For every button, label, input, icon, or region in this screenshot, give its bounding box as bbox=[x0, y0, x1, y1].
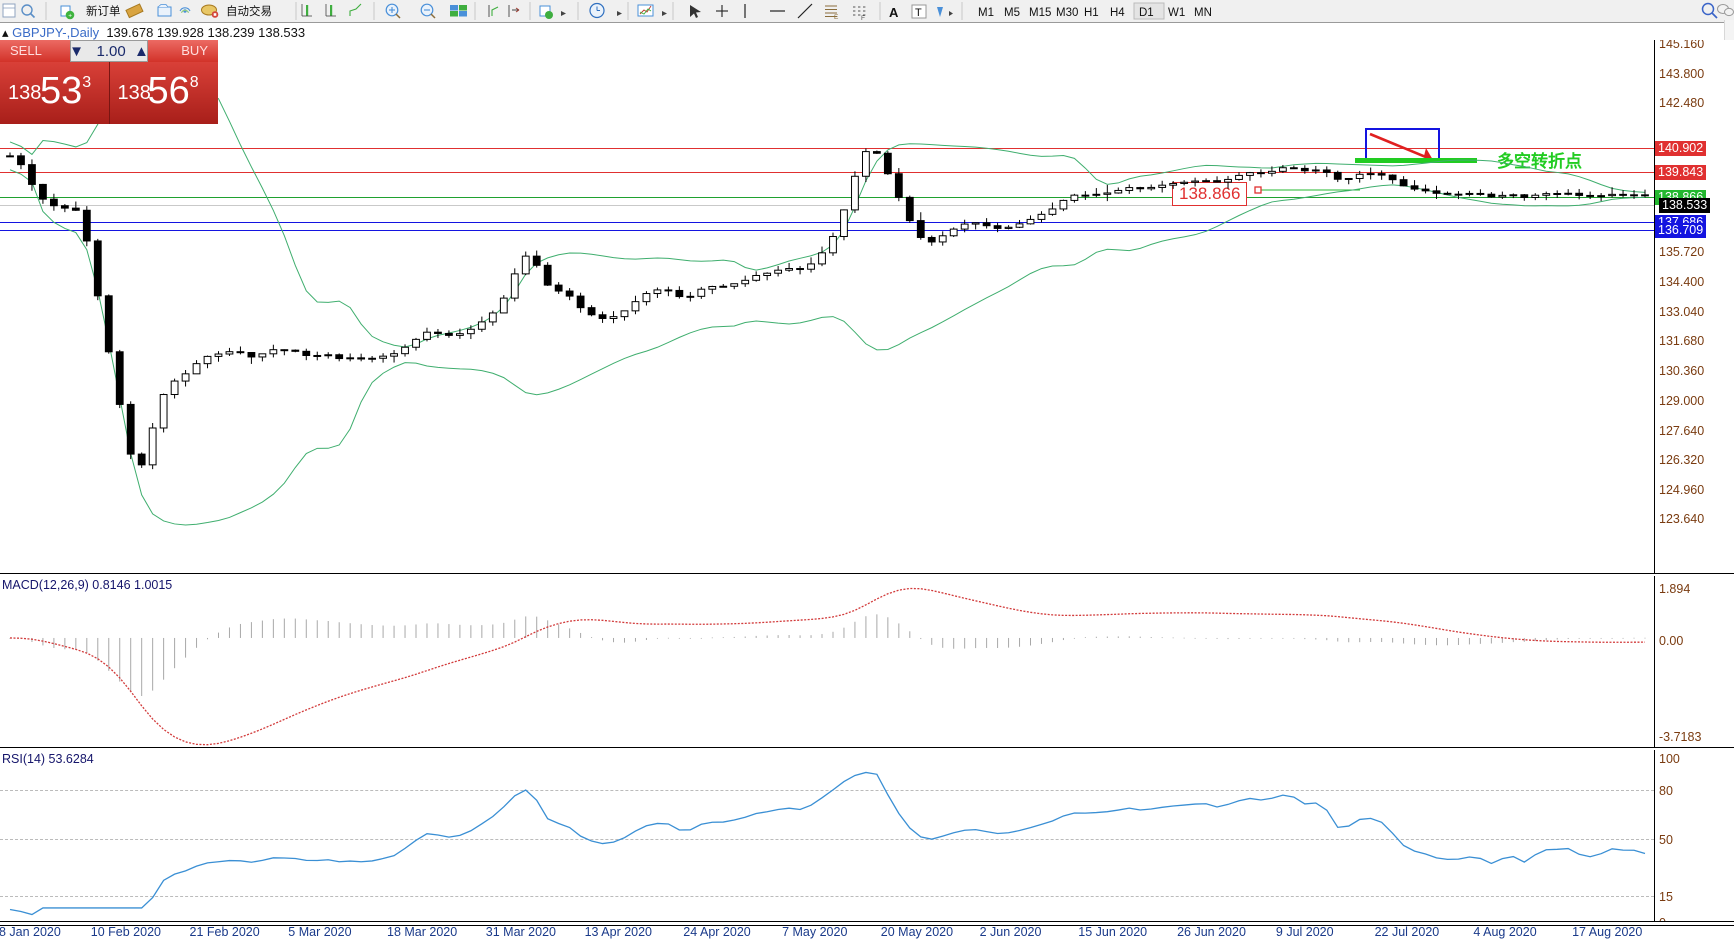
svg-text:MN: MN bbox=[1194, 7, 1212, 19]
svg-text:H4: H4 bbox=[1110, 7, 1125, 19]
svg-text:自动交易: 自动交易 bbox=[226, 4, 272, 18]
svg-text:F: F bbox=[861, 15, 865, 22]
svg-text:E: E bbox=[834, 14, 839, 21]
svg-text:M30: M30 bbox=[1056, 7, 1078, 19]
svg-text:T: T bbox=[915, 7, 922, 19]
svg-text:M15: M15 bbox=[1029, 7, 1051, 19]
svg-text:H1: H1 bbox=[1084, 7, 1099, 19]
svg-text:A: A bbox=[889, 5, 899, 20]
svg-text:W1: W1 bbox=[1168, 7, 1185, 19]
svg-text:M5: M5 bbox=[1004, 7, 1020, 19]
svg-text:M1: M1 bbox=[978, 7, 994, 19]
svg-text:新订单: 新订单 bbox=[86, 4, 121, 18]
svg-text:+: + bbox=[68, 12, 72, 19]
svg-text:D1: D1 bbox=[1139, 7, 1154, 19]
